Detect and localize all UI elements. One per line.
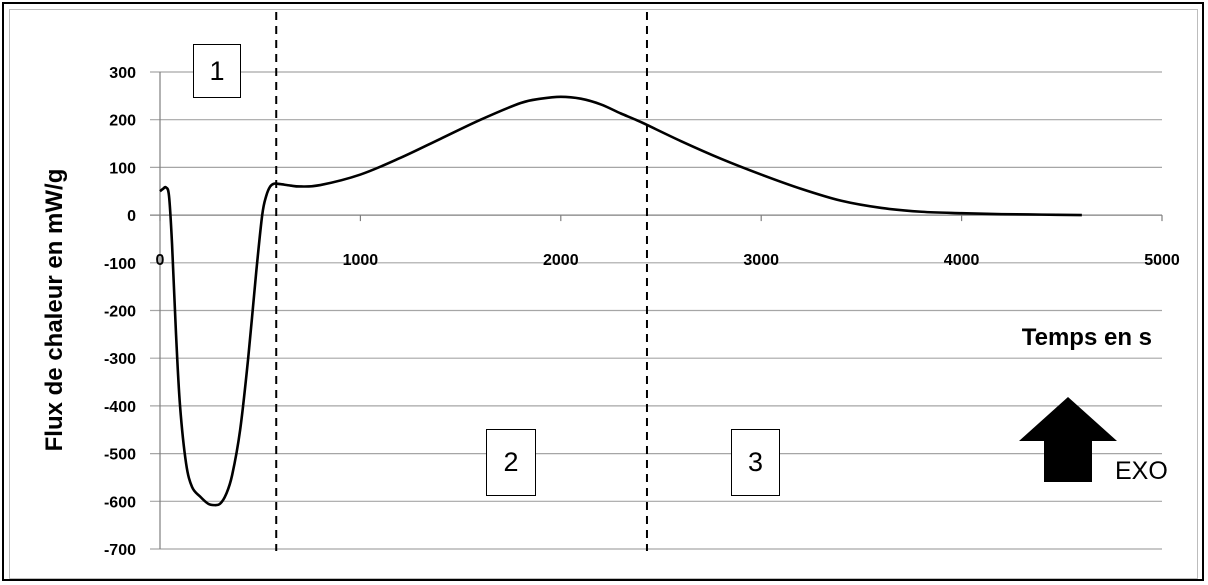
region-label-3: 3 [731, 429, 780, 496]
y-tick-label: -700 [104, 542, 136, 559]
y-tick-label: -300 [104, 351, 136, 368]
x-tick-label: 1000 [343, 252, 379, 269]
x-tick-label: 3000 [743, 252, 779, 269]
y-tick-label: -600 [104, 494, 136, 511]
region-dividers [276, 12, 647, 551]
series-line [160, 97, 1082, 505]
y-tick-label: -500 [104, 447, 136, 464]
y-tick-labels: 300 200 100 0 -100 -200 -300 -400 -500 -600 -700 [104, 65, 136, 559]
y-tick-label: -200 [104, 304, 136, 321]
gridlines [150, 72, 1162, 549]
y-tick-label: 0 [127, 208, 136, 225]
x-tick-label: 4000 [944, 252, 980, 269]
x-axis-title: Temps en s [1022, 324, 1152, 351]
y-tick-label: -400 [104, 399, 136, 416]
exo-label: EXO [1115, 457, 1168, 486]
y-tick-label: -100 [104, 256, 136, 273]
y-tick-label: 200 [109, 113, 136, 130]
y-tick-label: 100 [109, 160, 136, 177]
series-layer [160, 97, 1082, 505]
x-tick-label: 0 [156, 252, 165, 269]
region-label-2: 2 [486, 429, 536, 496]
y-tick-label: 300 [109, 65, 136, 82]
y-axis-title: Flux de chaleur en mW/g [41, 169, 68, 452]
region-label-1: 1 [193, 44, 241, 98]
x-tick-label: 5000 [1144, 252, 1180, 269]
x-tick-label: 2000 [543, 252, 579, 269]
x-tick-labels: 0 1000 2000 3000 4000 5000 [156, 252, 1180, 269]
up-arrow-icon [1019, 397, 1117, 482]
